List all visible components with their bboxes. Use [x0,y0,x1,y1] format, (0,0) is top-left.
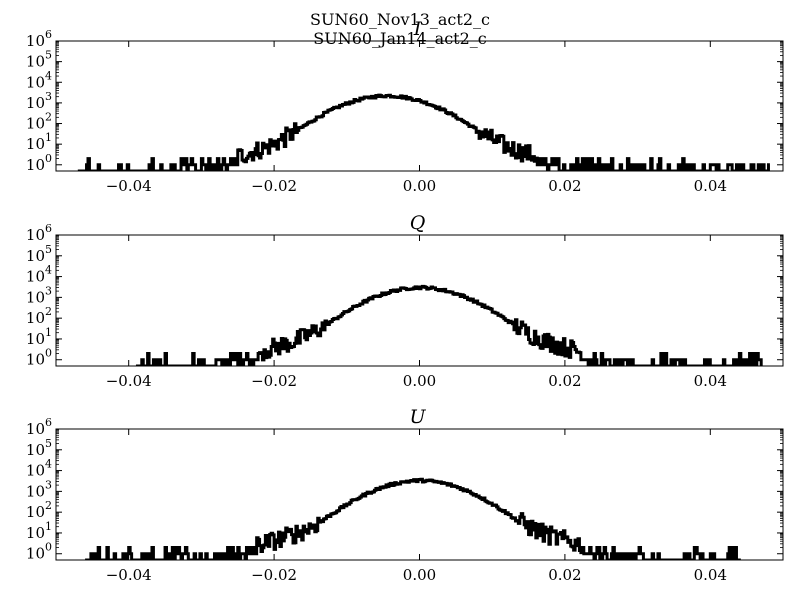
y-tick-label: 101 [26,131,52,153]
y-tick-label: 101 [26,326,52,348]
x-tick-label: −0.02 [251,372,297,390]
y-tick-label: 102 [26,499,52,521]
panel-q: −0.04 −0.02 0.00 0.02 0.04 100101102103104105… [26,212,784,390]
axes-frame [55,234,784,367]
x-tick-label: 0.04 [694,566,727,584]
panel-u: −0.04 −0.02 0.00 0.02 0.04 100101102103104105… [26,406,784,584]
x-tick-label: 0.02 [548,372,581,390]
x-tick-label: 0.00 [403,177,436,195]
y-tick-label: 103 [26,284,52,306]
y-tick-label: 104 [26,264,52,286]
y-tick-label: 103 [26,90,52,112]
y-tick-label: 102 [26,111,52,133]
axes-frame [55,40,784,172]
x-tick-label: 0.04 [694,372,727,390]
y-tick-label: 106 [26,28,52,50]
axes-frame [55,428,784,561]
y-tick-label: 100 [26,541,52,563]
panel-title: U [409,406,426,428]
y-tick-label: 105 [26,437,52,459]
y-tick-label: 105 [26,49,52,71]
x-tick-label: −0.02 [251,177,297,195]
y-tick-label: 103 [26,478,52,500]
x-tick-label: 0.02 [548,566,581,584]
y-tick-label: 100 [26,152,52,174]
histogram-series [135,284,763,366]
x-tick-label: 0.00 [403,566,436,584]
x-tick-label: −0.04 [106,177,152,195]
y-tick-label: 101 [26,520,52,542]
x-tick-label: 0.00 [403,372,436,390]
y-tick-label: 106 [26,222,52,244]
histogram-series [77,93,770,171]
y-tick-label: 104 [26,458,52,480]
y-tick-label: 105 [26,243,52,265]
panel-i: −0.04 −0.02 0.00 0.02 0.04 100101102103104105… [26,18,784,195]
figure-title-2: SUN60_Jan14_act2_c [313,29,487,48]
x-tick-label: −0.04 [106,566,152,584]
figure-title-1: SUN60_Nov13_act2_c [310,10,490,29]
x-tick-label: 0.04 [694,177,727,195]
x-tick-label: −0.02 [251,566,297,584]
x-tick-label: −0.04 [106,372,152,390]
x-tick-label: 0.02 [548,177,581,195]
y-tick-label: 102 [26,305,52,327]
histogram-series [85,477,741,560]
y-tick-label: 100 [26,347,52,369]
y-tick-label: 106 [26,416,52,438]
y-tick-label: 104 [26,69,52,91]
panel-title: Q [410,212,426,234]
panel-title: I [413,18,422,40]
